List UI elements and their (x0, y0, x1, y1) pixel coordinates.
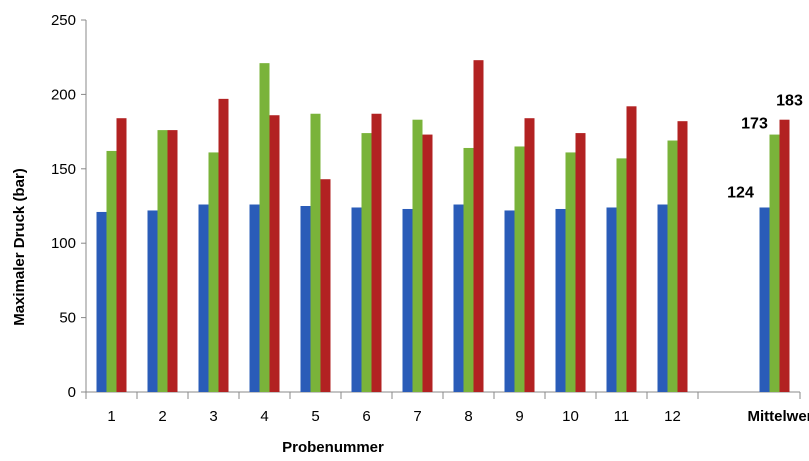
bar (157, 130, 168, 392)
bar (300, 206, 311, 392)
x-axis-title: Probenummer (282, 439, 384, 456)
x-tick-label: Mittelwert (747, 408, 809, 425)
bars (96, 60, 790, 393)
data-label: 173 (741, 116, 768, 133)
bar (269, 115, 280, 393)
y-tick-label: 100 (51, 235, 76, 252)
bar (412, 119, 423, 393)
y-tick-label: 250 (51, 12, 76, 29)
bar (779, 119, 790, 393)
bar (463, 147, 474, 392)
bar (677, 121, 688, 393)
bar (565, 152, 576, 392)
bar (320, 179, 331, 392)
y-tick-label: 0 (68, 384, 76, 401)
bar (657, 204, 668, 392)
x-tick-label: 8 (464, 408, 472, 425)
bar (351, 207, 362, 392)
bar (249, 204, 260, 392)
data-label: 124 (727, 184, 754, 201)
x-tick-label: 2 (158, 408, 166, 425)
bar (667, 140, 678, 392)
x-tick-label: 1 (107, 408, 115, 425)
bar (575, 133, 586, 392)
bar (769, 134, 780, 393)
x-tick-label: 6 (362, 408, 370, 425)
y-tick-label: 50 (59, 310, 76, 327)
bar (422, 134, 433, 393)
x-tick-label: 9 (515, 408, 523, 425)
y-tick-label: 200 (51, 86, 76, 103)
bar (198, 204, 209, 392)
bar (208, 152, 219, 392)
bar (504, 210, 515, 392)
bar (616, 158, 627, 392)
bar (147, 210, 158, 392)
x-tick-label: 4 (260, 408, 268, 425)
bar (371, 113, 382, 392)
bar (402, 208, 413, 392)
bar (259, 63, 270, 392)
bar (116, 118, 127, 392)
bar (310, 113, 321, 392)
bar (106, 150, 117, 392)
bar (218, 98, 229, 392)
x-tick-label: 10 (562, 408, 579, 425)
y-tick-label: 150 (51, 161, 76, 178)
bar (759, 207, 770, 392)
bar (473, 60, 484, 393)
x-tick-label: 5 (311, 408, 319, 425)
bar (606, 207, 617, 392)
y-axis: 0 50 100 150 200 250 (51, 12, 87, 401)
bar (96, 211, 107, 392)
bar (524, 118, 535, 392)
bar (453, 204, 464, 392)
bar (626, 106, 637, 392)
y-axis-title: Maximaler Druck (bar) (11, 168, 28, 326)
data-label: 183 (776, 93, 803, 110)
bar (167, 130, 178, 392)
data-labels: 124 173 183 (727, 93, 803, 202)
x-axis: 123456789101112Mittelwert (85, 391, 809, 425)
bar (555, 208, 566, 392)
x-tick-label: 12 (664, 408, 681, 425)
bar (514, 146, 525, 392)
x-tick-label: 11 (614, 408, 630, 425)
x-tick-label: 7 (413, 408, 421, 425)
bar (361, 133, 372, 392)
x-tick-label: 3 (209, 408, 217, 425)
